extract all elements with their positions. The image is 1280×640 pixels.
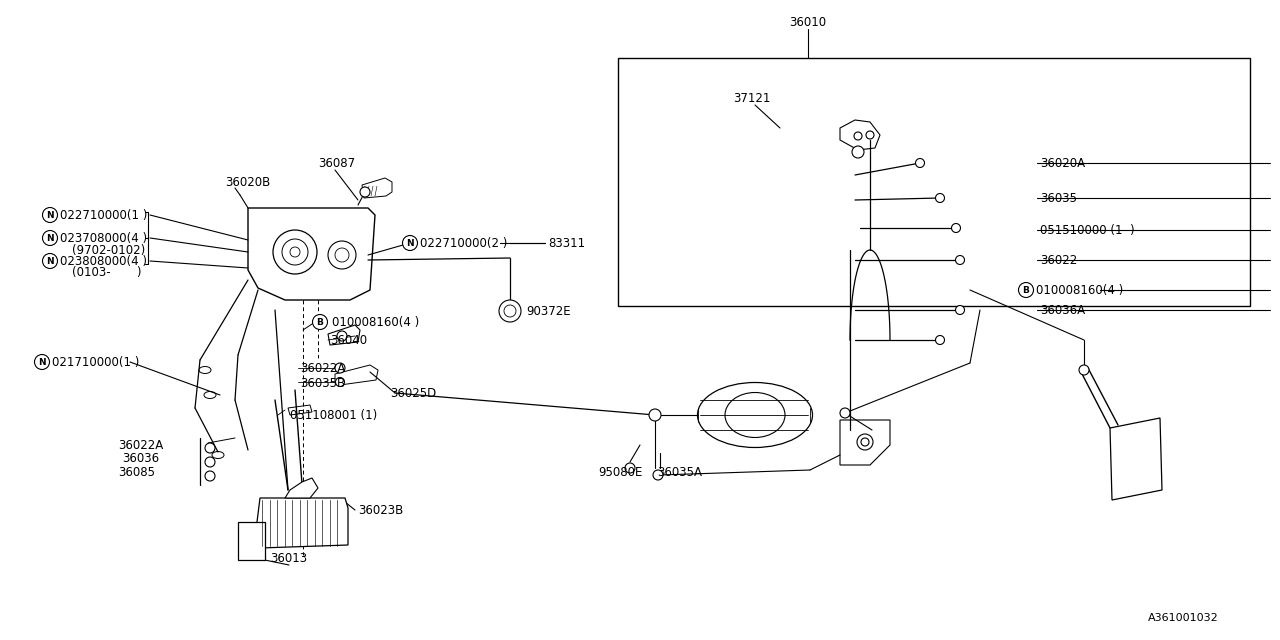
Circle shape <box>360 187 370 197</box>
Circle shape <box>499 300 521 322</box>
Circle shape <box>840 408 850 418</box>
Circle shape <box>205 471 215 481</box>
Polygon shape <box>328 325 360 345</box>
Circle shape <box>402 236 417 250</box>
Ellipse shape <box>204 392 216 399</box>
Text: 36022A: 36022A <box>118 438 164 451</box>
Circle shape <box>852 146 864 158</box>
Text: 023708000(4 ): 023708000(4 ) <box>60 232 147 244</box>
Text: (0103-       ): (0103- ) <box>72 266 142 278</box>
Circle shape <box>42 253 58 269</box>
Text: 36022: 36022 <box>1039 253 1078 266</box>
Circle shape <box>282 239 308 265</box>
Text: 022710000(2 ): 022710000(2 ) <box>420 237 507 250</box>
Circle shape <box>35 355 50 369</box>
Text: 051510000 (1  ): 051510000 (1 ) <box>1039 223 1134 237</box>
Circle shape <box>951 223 960 232</box>
Text: N: N <box>38 358 46 367</box>
Circle shape <box>205 443 215 453</box>
Text: 36020A: 36020A <box>1039 157 1085 170</box>
Circle shape <box>625 463 635 473</box>
Polygon shape <box>840 420 890 465</box>
Polygon shape <box>1110 418 1162 500</box>
Polygon shape <box>256 498 348 548</box>
Circle shape <box>936 335 945 344</box>
Text: 36085: 36085 <box>118 465 155 479</box>
Circle shape <box>955 255 965 264</box>
Text: 36036A: 36036A <box>1039 303 1085 317</box>
Text: 37121: 37121 <box>733 92 771 104</box>
Polygon shape <box>238 522 265 560</box>
Circle shape <box>867 131 874 139</box>
Polygon shape <box>248 208 375 300</box>
Text: 36035B: 36035B <box>300 376 346 390</box>
Text: 010008160(4 ): 010008160(4 ) <box>1036 284 1124 296</box>
Text: 36025D: 36025D <box>390 387 436 399</box>
Circle shape <box>291 247 300 257</box>
Text: 36020B: 36020B <box>225 175 270 189</box>
Polygon shape <box>335 365 378 385</box>
Text: 36013: 36013 <box>270 552 307 564</box>
Circle shape <box>653 470 663 480</box>
Polygon shape <box>362 178 392 198</box>
Text: 36087: 36087 <box>317 157 355 170</box>
Text: 36036: 36036 <box>122 451 159 465</box>
Text: 023808000(4 ): 023808000(4 ) <box>60 255 147 268</box>
Circle shape <box>1079 365 1089 375</box>
Polygon shape <box>840 120 881 150</box>
Circle shape <box>335 378 344 387</box>
Polygon shape <box>285 478 317 498</box>
Circle shape <box>273 230 317 274</box>
Circle shape <box>312 314 328 330</box>
Text: (9702-0102): (9702-0102) <box>72 243 145 257</box>
Bar <box>618 58 1251 306</box>
Text: 36010: 36010 <box>790 15 827 29</box>
Text: 022710000(1 ): 022710000(1 ) <box>60 209 147 221</box>
Text: N: N <box>46 211 54 220</box>
Circle shape <box>955 305 965 314</box>
Text: B: B <box>1023 285 1029 294</box>
Circle shape <box>205 457 215 467</box>
Text: 36035A: 36035A <box>657 465 701 479</box>
Text: 83311: 83311 <box>548 237 585 250</box>
Circle shape <box>42 207 58 223</box>
Ellipse shape <box>212 451 224 458</box>
Text: A361001032: A361001032 <box>1148 613 1219 623</box>
Text: 36023B: 36023B <box>358 504 403 516</box>
Circle shape <box>861 438 869 446</box>
Text: B: B <box>316 317 324 326</box>
Text: N: N <box>406 239 413 248</box>
Circle shape <box>42 230 58 246</box>
Text: N: N <box>46 234 54 243</box>
Text: 36022A: 36022A <box>300 362 346 374</box>
Text: 36040: 36040 <box>330 333 367 346</box>
Circle shape <box>335 248 349 262</box>
Text: 90372E: 90372E <box>526 305 571 317</box>
Text: 021710000(1 ): 021710000(1 ) <box>52 355 140 369</box>
Text: N: N <box>46 257 54 266</box>
Circle shape <box>854 132 861 140</box>
Circle shape <box>504 305 516 317</box>
Circle shape <box>649 409 660 421</box>
Circle shape <box>858 434 873 450</box>
Circle shape <box>337 331 347 341</box>
Polygon shape <box>288 405 312 415</box>
Text: 051108001 (1): 051108001 (1) <box>291 408 378 422</box>
Text: 010008160(4 ): 010008160(4 ) <box>332 316 420 328</box>
Circle shape <box>915 159 924 168</box>
Circle shape <box>335 363 346 373</box>
Text: 95080E: 95080E <box>598 465 643 479</box>
Circle shape <box>936 193 945 202</box>
Ellipse shape <box>198 367 211 374</box>
Circle shape <box>328 241 356 269</box>
Circle shape <box>1019 282 1033 298</box>
Text: 36035: 36035 <box>1039 191 1076 205</box>
